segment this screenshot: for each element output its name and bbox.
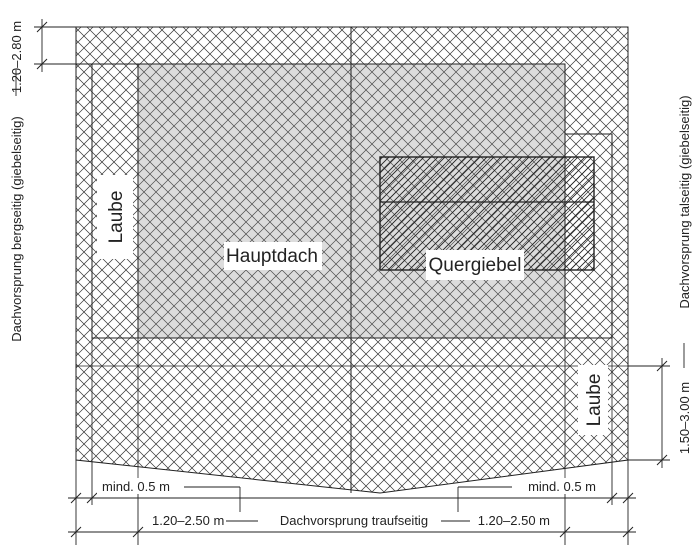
top-overhang-dimension: 1.20–2.80 m (9, 21, 24, 93)
right-overhang-dimension: 1.50–3.00 m (677, 382, 692, 454)
min-right-dimension: mind. 0.5 m (528, 479, 596, 494)
eaves-right-dimension: 1.20–2.50 m (478, 513, 550, 528)
quergiebel-label: Quergiebel (429, 255, 522, 276)
left-side-dimension: Dachvorsprung bergseitig (giebelseitig) (9, 116, 24, 341)
right-laube-outline (564, 300, 613, 339)
laube-left-label: Laube (106, 191, 127, 244)
eaves-left-dimension: 1.20–2.50 m (152, 513, 224, 528)
hauptdach-label: Hauptdach (226, 246, 318, 267)
min-left-dimension: mind. 0.5 m (102, 479, 170, 494)
right-side-dimension: Dachvorsprung talseitig (giebelseitig) (677, 95, 692, 308)
laube-right-label: Laube (584, 374, 605, 427)
eaves-center-dimension: Dachvorsprung traufseitig (280, 513, 428, 528)
